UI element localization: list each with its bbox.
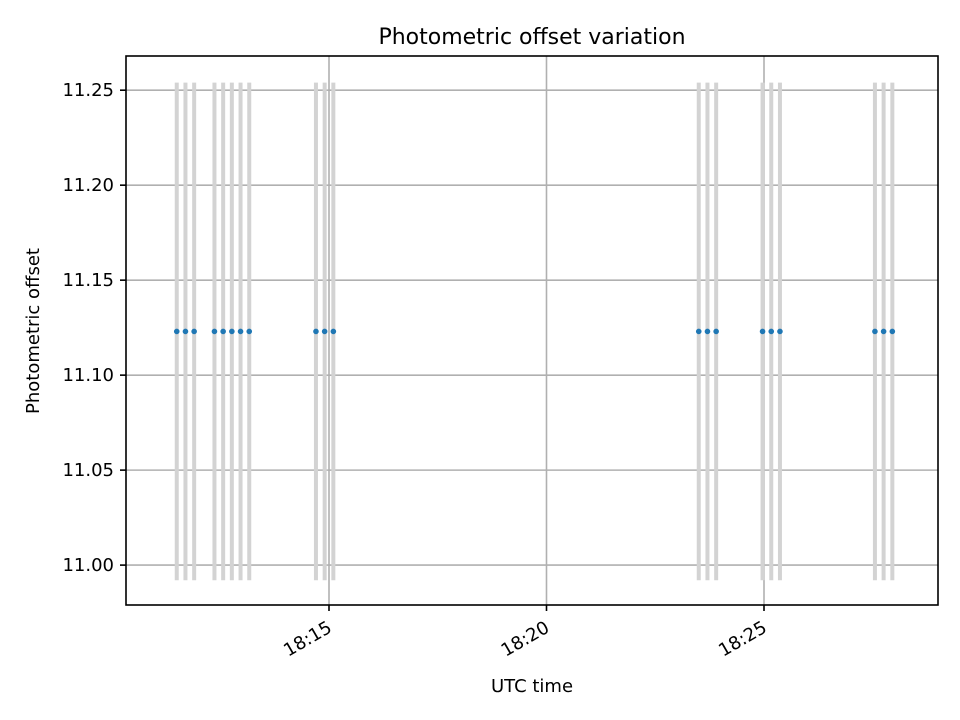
- data-point: [777, 328, 783, 335]
- error-bars: [174, 82, 895, 581]
- y-tick-label: 11.25: [62, 80, 114, 101]
- data-point: [220, 328, 226, 335]
- data-point: [872, 328, 878, 335]
- y-tick-label: 11.10: [62, 365, 114, 386]
- data-point: [330, 328, 337, 335]
- data-point: [713, 328, 719, 335]
- data-point: [759, 328, 766, 335]
- data-point: [889, 328, 896, 335]
- data-points: [173, 328, 896, 335]
- data-point: [191, 328, 197, 335]
- data-point: [768, 328, 775, 335]
- x-tick-label: 18:20: [498, 617, 553, 661]
- x-tick-label: 18:25: [715, 617, 770, 661]
- y-tick-label: 11.20: [62, 175, 114, 196]
- axis-ticks: 18:15 18:20 18:25 11.00 11.05 11.10 11.15 11.20…: [62, 80, 770, 661]
- plot-frame: [125, 55, 939, 606]
- data-point: [695, 328, 702, 335]
- x-tick-label: 18:15: [280, 617, 335, 661]
- data-point: [321, 328, 328, 335]
- data-point: [237, 328, 244, 335]
- data-point: [313, 328, 319, 335]
- y-axis-label: Photometric offset: [23, 248, 44, 414]
- data-point: [211, 328, 218, 335]
- data-point: [246, 328, 253, 335]
- y-tick-label: 11.00: [62, 555, 114, 576]
- chart-title: Photometric offset variation: [378, 25, 685, 50]
- y-tick-label: 11.15: [62, 270, 114, 291]
- data-point: [704, 328, 711, 335]
- data-point: [880, 328, 887, 335]
- x-axis-label: UTC time: [491, 676, 573, 697]
- data-point: [229, 328, 235, 335]
- data-point: [182, 328, 189, 335]
- data-point: [173, 328, 180, 335]
- y-tick-label: 11.05: [62, 460, 114, 481]
